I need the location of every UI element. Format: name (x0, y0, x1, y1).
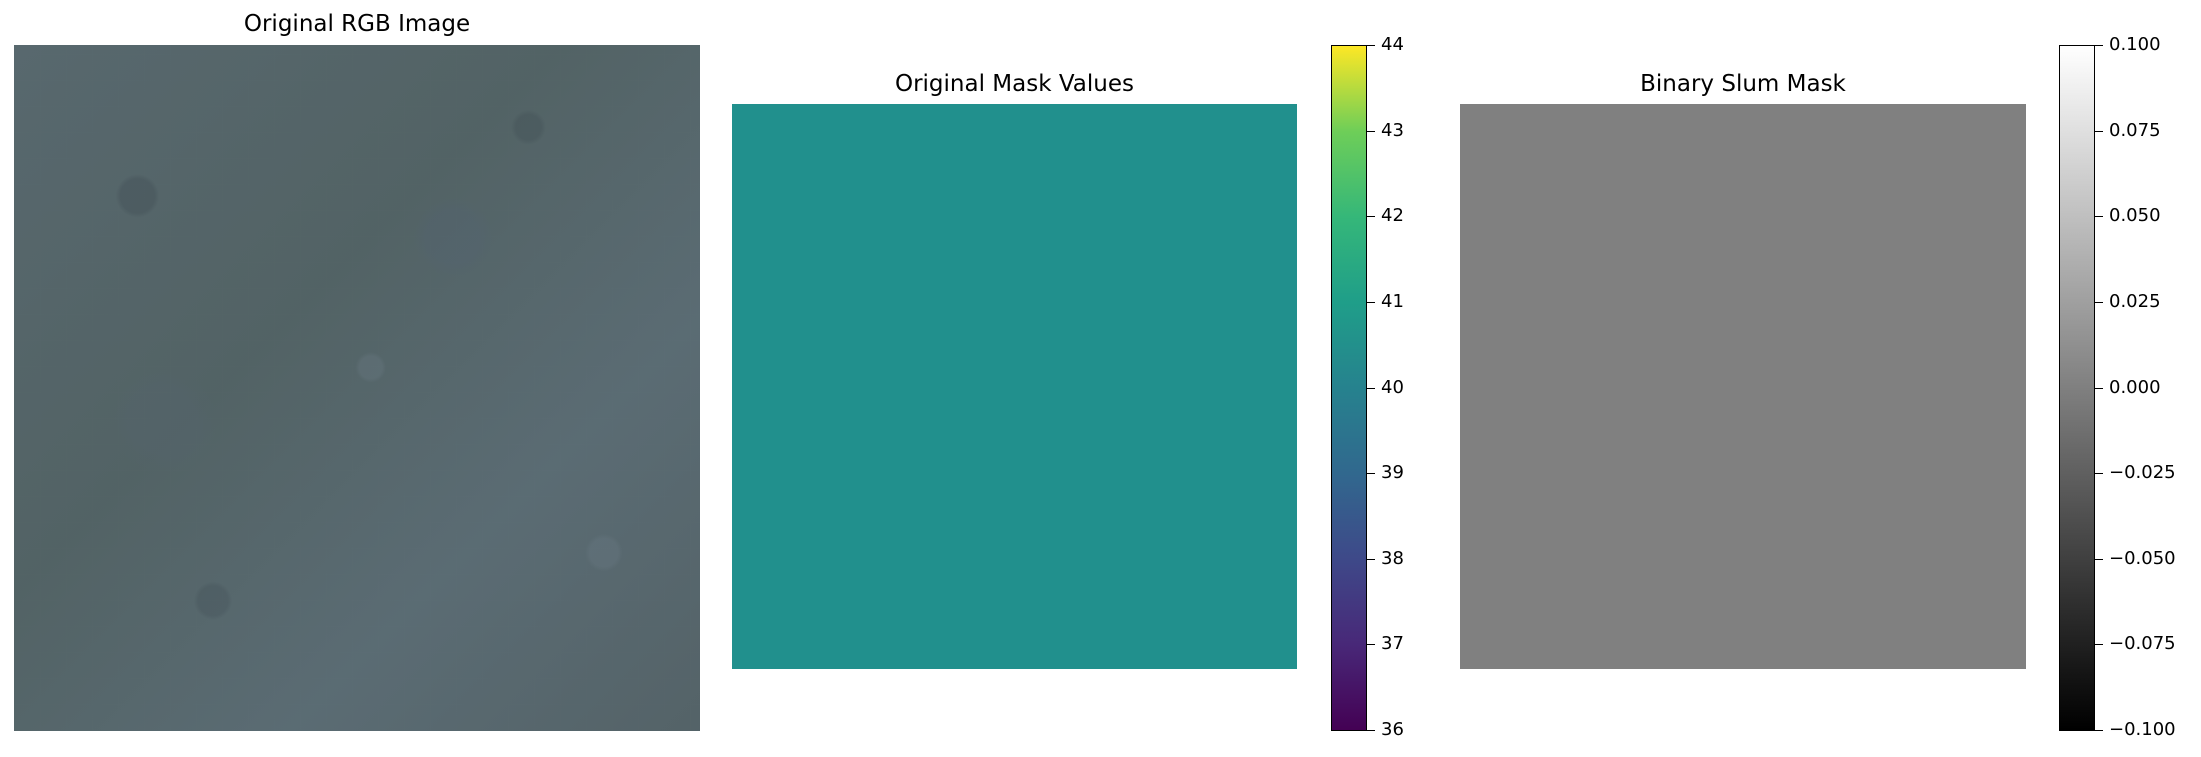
viridis-colorbar-tick-label-7: 37 (1381, 633, 1404, 654)
gray-colorbar-tick-6 (2095, 559, 2103, 560)
viridis-colorbar-tick-label-1: 43 (1381, 120, 1404, 141)
viridis-colorbar-tick-2 (1367, 216, 1375, 217)
gray-colorbar-tick-label-2: 0.050 (2109, 205, 2161, 226)
viridis-colorbar-tick-label-0: 44 (1381, 34, 1404, 55)
viridis-colorbar-tick-5 (1367, 473, 1375, 474)
gray-colorbar-tick-label-7: −0.075 (2109, 633, 2176, 654)
viridis-colorbar-tick-3 (1367, 302, 1375, 303)
gray-colorbar-tick-label-3: 0.025 (2109, 291, 2161, 312)
viridis-colorbar-tick-6 (1367, 559, 1375, 560)
gray-colorbar-tick-label-6: −0.050 (2109, 548, 2176, 569)
gray-colorbar-tick-3 (2095, 302, 2103, 303)
viridis-colorbar-tick-8 (1367, 730, 1375, 731)
viridis-colorbar-tick-label-3: 41 (1381, 291, 1404, 312)
gray-colorbar-tick-0 (2095, 45, 2103, 46)
binary-mask-image (1460, 104, 2026, 669)
viridis-colorbar-tick-label-6: 38 (1381, 548, 1404, 569)
gray-colorbar-tick-8 (2095, 730, 2103, 731)
gray-colorbar-tick-5 (2095, 473, 2103, 474)
viridis-colorbar-tick-label-5: 39 (1381, 462, 1404, 483)
viridis-colorbar-tick-7 (1367, 644, 1375, 645)
viridis-colorbar-tick-1 (1367, 131, 1375, 132)
gray-colorbar-tick-1 (2095, 131, 2103, 132)
panel-title-mask-values: Original Mask Values (894, 71, 1134, 97)
viridis-colorbar-tick-label-2: 42 (1381, 205, 1404, 226)
viridis-colorbar-tick-0 (1367, 45, 1375, 46)
viridis-colorbar-tick-label-8: 36 (1381, 719, 1404, 740)
viridis-colorbar (1331, 45, 1367, 731)
mask-values-image (732, 104, 1297, 669)
gray-colorbar-tick-7 (2095, 644, 2103, 645)
rgb-image (14, 45, 700, 731)
gray-colorbar-tick-2 (2095, 216, 2103, 217)
gray-colorbar (2059, 45, 2095, 731)
viridis-colorbar-tick-4 (1367, 388, 1375, 389)
viridis-colorbar-tick-label-4: 40 (1381, 377, 1404, 398)
gray-colorbar-tick-label-1: 0.075 (2109, 120, 2161, 141)
gray-colorbar-tick-4 (2095, 388, 2103, 389)
gray-colorbar-tick-label-8: −0.100 (2109, 719, 2176, 740)
gray-colorbar-tick-label-5: −0.025 (2109, 462, 2176, 483)
gray-colorbar-tick-label-4: 0.000 (2109, 377, 2161, 398)
gray-colorbar-tick-label-0: 0.100 (2109, 34, 2161, 55)
panel-title-rgb: Original RGB Image (243, 11, 471, 37)
panel-title-binary-mask: Binary Slum Mask (1640, 71, 1846, 97)
